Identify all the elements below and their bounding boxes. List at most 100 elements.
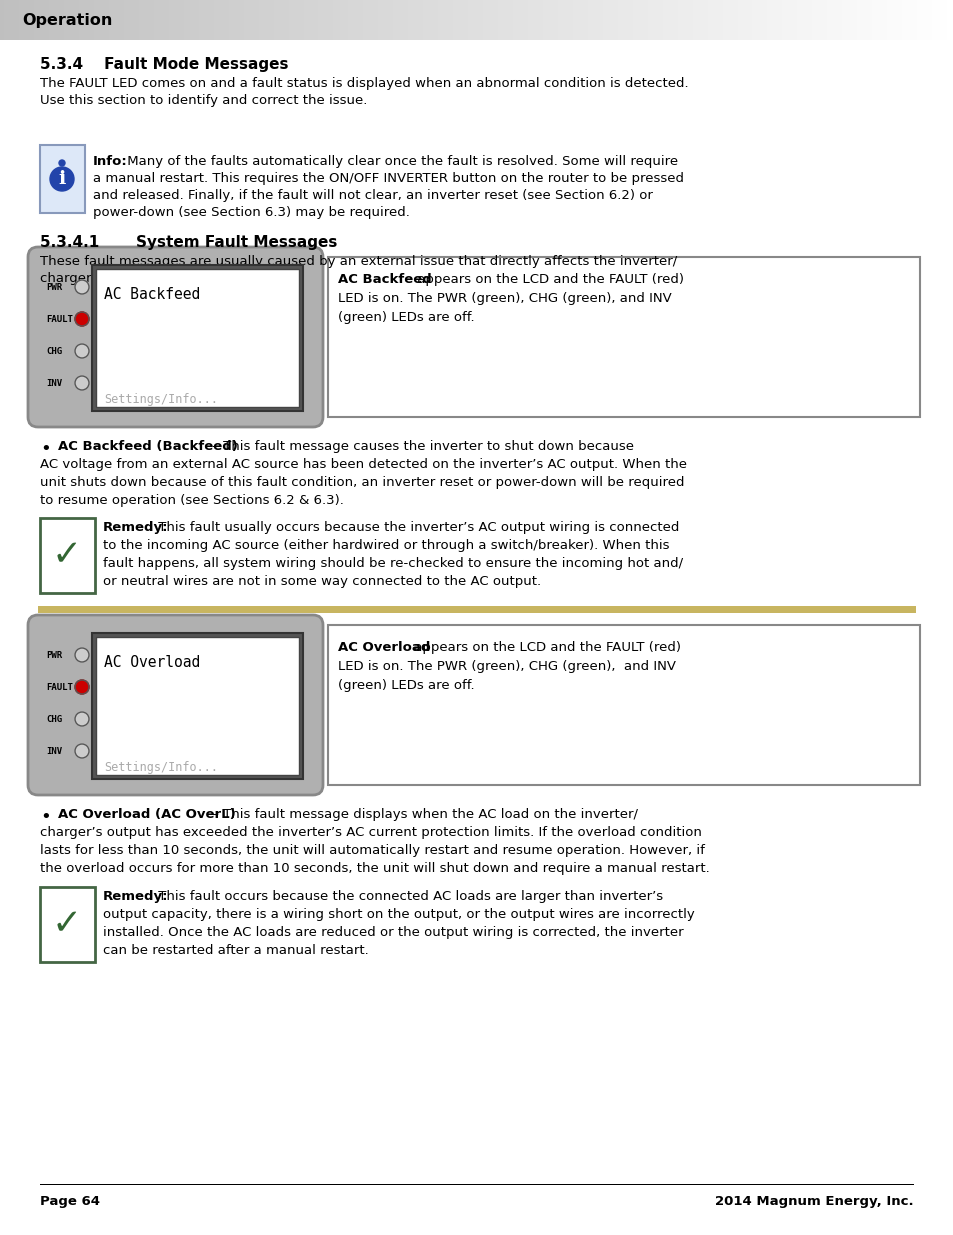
Bar [628, 0, 629, 40]
Bar [640, 0, 641, 40]
Bar [666, 0, 667, 40]
Bar [180, 0, 181, 40]
Bar [502, 0, 503, 40]
Bar [11, 0, 12, 40]
Bar [430, 0, 431, 40]
Bar [732, 0, 733, 40]
Bar [788, 0, 789, 40]
Bar [624, 0, 625, 40]
Bar [188, 0, 189, 40]
Bar [202, 0, 203, 40]
Bar [754, 0, 755, 40]
Bar [245, 0, 246, 40]
Bar [654, 0, 655, 40]
Bar [278, 0, 280, 40]
Bar [923, 0, 924, 40]
Bar [48, 0, 49, 40]
Bar [908, 0, 909, 40]
Bar [639, 0, 640, 40]
Circle shape [75, 280, 89, 294]
Bar [107, 0, 108, 40]
Bar [63, 0, 64, 40]
Circle shape [75, 713, 89, 726]
Bar [899, 0, 900, 40]
Bar [185, 0, 186, 40]
Bar [395, 0, 396, 40]
Bar [207, 0, 208, 40]
Bar [263, 0, 264, 40]
Bar [634, 0, 635, 40]
Bar [576, 0, 577, 40]
Bar [368, 0, 369, 40]
Bar [663, 0, 664, 40]
Bar [420, 0, 421, 40]
Bar [550, 0, 551, 40]
Bar [33, 0, 34, 40]
Bar [77, 0, 78, 40]
Bar [858, 0, 859, 40]
Text: Page 64: Page 64 [40, 1195, 100, 1208]
Bar [688, 0, 689, 40]
Bar [582, 0, 583, 40]
Text: i: i [58, 170, 66, 188]
Bar [389, 0, 390, 40]
Bar [562, 0, 563, 40]
Bar [679, 0, 680, 40]
Bar [918, 0, 919, 40]
Bar [309, 0, 310, 40]
Bar [58, 0, 59, 40]
Bar [771, 0, 772, 40]
Bar [876, 0, 877, 40]
Bar [765, 0, 766, 40]
Bar [687, 0, 688, 40]
Bar [110, 0, 111, 40]
Bar [830, 0, 831, 40]
Bar [143, 0, 144, 40]
Bar [454, 0, 455, 40]
Bar [137, 0, 138, 40]
Bar [610, 0, 612, 40]
Bar [91, 634, 303, 779]
Bar [139, 0, 140, 40]
Bar [173, 0, 174, 40]
Text: ✓: ✓ [51, 906, 82, 941]
Bar [729, 0, 730, 40]
Bar [818, 0, 820, 40]
Bar [153, 0, 154, 40]
Bar [468, 0, 469, 40]
Bar [235, 0, 236, 40]
Bar [753, 0, 754, 40]
Bar [100, 0, 101, 40]
Bar [872, 0, 873, 40]
Bar [703, 0, 704, 40]
Bar [945, 0, 946, 40]
Bar [826, 0, 827, 40]
Bar [151, 0, 152, 40]
Bar [921, 0, 923, 40]
Bar [646, 0, 647, 40]
Bar [486, 0, 488, 40]
Bar [658, 0, 659, 40]
Bar [353, 0, 354, 40]
Bar [782, 0, 783, 40]
Bar [672, 0, 673, 40]
Bar [147, 0, 148, 40]
Bar [642, 0, 643, 40]
Bar [390, 0, 391, 40]
Bar [609, 0, 610, 40]
Bar [418, 0, 419, 40]
Circle shape [75, 648, 89, 662]
Bar [711, 0, 712, 40]
Bar [135, 0, 136, 40]
Bar [662, 0, 663, 40]
Bar [517, 0, 518, 40]
Bar [677, 0, 678, 40]
Bar [657, 0, 658, 40]
Bar [811, 0, 812, 40]
Bar [519, 0, 520, 40]
Text: to the incoming AC source (either hardwired or through a switch/breaker). When t: to the incoming AC source (either hardwi… [103, 538, 669, 552]
Bar [215, 0, 216, 40]
Bar [347, 0, 348, 40]
Bar [365, 0, 366, 40]
Bar [670, 0, 671, 40]
